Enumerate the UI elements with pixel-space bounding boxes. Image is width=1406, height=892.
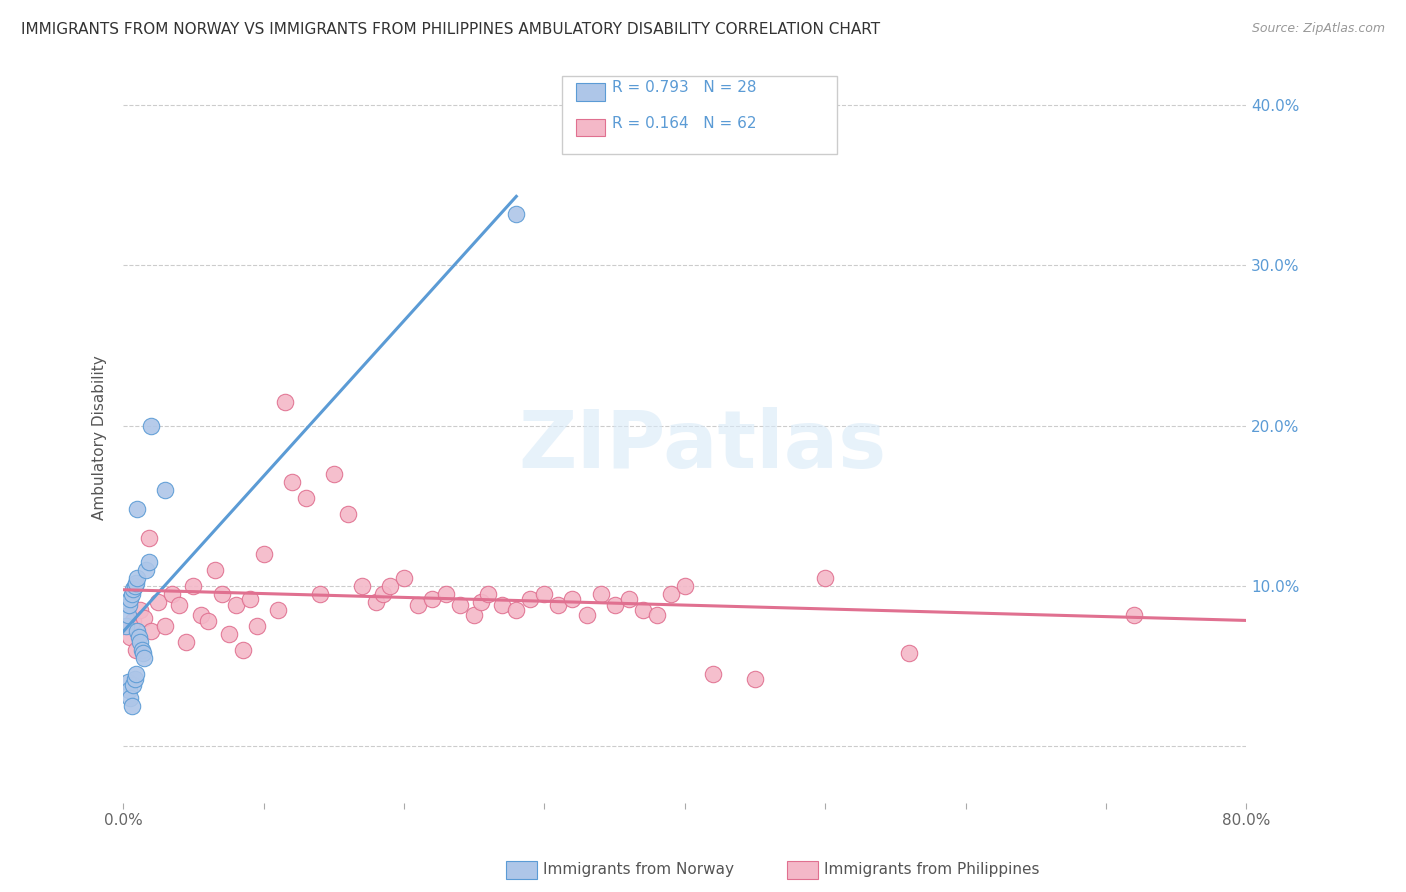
Point (406, 599, 429, 613)
Point (120, 691, 142, 706)
Point (148, 595, 170, 609)
Point (225, 599, 247, 613)
Text: Immigrants from Philippines: Immigrants from Philippines (824, 863, 1039, 877)
Point (141, 624, 163, 638)
Point (120, 591, 142, 606)
Point (190, 607, 212, 622)
Point (1123, 607, 1146, 622)
Point (702, 667, 724, 681)
Y-axis label: Ambulatory Disability: Ambulatory Disability (93, 355, 107, 520)
Point (246, 619, 269, 633)
Text: R = 0.164   N = 62: R = 0.164 N = 62 (612, 116, 756, 130)
Point (141, 418, 163, 433)
Point (120, 631, 142, 645)
Point (378, 579, 401, 593)
Point (211, 587, 233, 601)
Point (392, 571, 415, 585)
Point (547, 599, 569, 613)
Point (125, 575, 148, 590)
Text: IMMIGRANTS FROM NORWAY VS IMMIGRANTS FROM PHILIPPINES AMBULATORY DISABILITY CORR: IMMIGRANTS FROM NORWAY VS IMMIGRANTS FRO… (21, 22, 880, 37)
Point (135, 563, 157, 577)
Point (589, 587, 612, 601)
Point (274, 394, 297, 409)
Point (117, 607, 139, 622)
Point (449, 599, 471, 613)
Point (127, 502, 149, 516)
Point (371, 587, 394, 601)
Point (617, 591, 640, 606)
Point (124, 579, 146, 593)
Text: ZIPatlas: ZIPatlas (519, 407, 887, 485)
Point (744, 672, 766, 686)
Point (294, 491, 316, 505)
Point (118, 683, 141, 698)
Point (470, 595, 492, 609)
Point (121, 587, 143, 601)
Point (129, 635, 152, 649)
Point (125, 643, 148, 657)
Point (122, 582, 145, 597)
Point (463, 607, 485, 622)
Point (134, 651, 156, 665)
Point (117, 619, 139, 633)
Point (129, 603, 152, 617)
Point (155, 619, 177, 633)
Point (505, 207, 527, 221)
Point (122, 615, 145, 629)
Point (132, 647, 155, 661)
Point (575, 607, 598, 622)
Point (125, 667, 148, 681)
Point (155, 483, 177, 497)
Point (169, 599, 191, 613)
Text: Immigrants from Norway: Immigrants from Norway (543, 863, 734, 877)
Point (128, 631, 150, 645)
Point (118, 599, 141, 613)
Point (127, 571, 149, 585)
Point (505, 603, 527, 617)
Point (197, 615, 219, 629)
Point (162, 587, 184, 601)
Point (673, 579, 696, 593)
Point (183, 579, 205, 593)
Point (280, 475, 302, 489)
Point (434, 587, 457, 601)
Point (176, 635, 198, 649)
Point (477, 587, 499, 601)
Point (131, 643, 153, 657)
Point (117, 675, 139, 690)
Point (218, 627, 240, 641)
Point (122, 678, 145, 692)
Point (138, 555, 160, 569)
Point (603, 599, 626, 613)
Point (491, 599, 513, 613)
Point (239, 591, 262, 606)
Point (659, 587, 682, 601)
Point (253, 547, 276, 561)
Point (134, 611, 156, 625)
Point (350, 579, 373, 593)
Point (533, 587, 555, 601)
Point (364, 595, 387, 609)
Point (127, 624, 149, 638)
Point (267, 603, 290, 617)
Point (322, 467, 344, 481)
Point (898, 647, 921, 661)
Point (204, 563, 226, 577)
Point (519, 591, 541, 606)
Point (308, 587, 330, 601)
Point (645, 607, 668, 622)
Point (138, 531, 160, 545)
Point (124, 672, 146, 686)
Point (232, 643, 254, 657)
Text: R = 0.793   N = 28: R = 0.793 N = 28 (612, 80, 756, 95)
Point (561, 591, 583, 606)
Text: Source: ZipAtlas.com: Source: ZipAtlas.com (1251, 22, 1385, 36)
Point (115, 619, 138, 633)
Point (420, 591, 443, 606)
Point (814, 571, 837, 585)
Point (631, 603, 654, 617)
Point (336, 507, 359, 521)
Point (121, 699, 143, 714)
